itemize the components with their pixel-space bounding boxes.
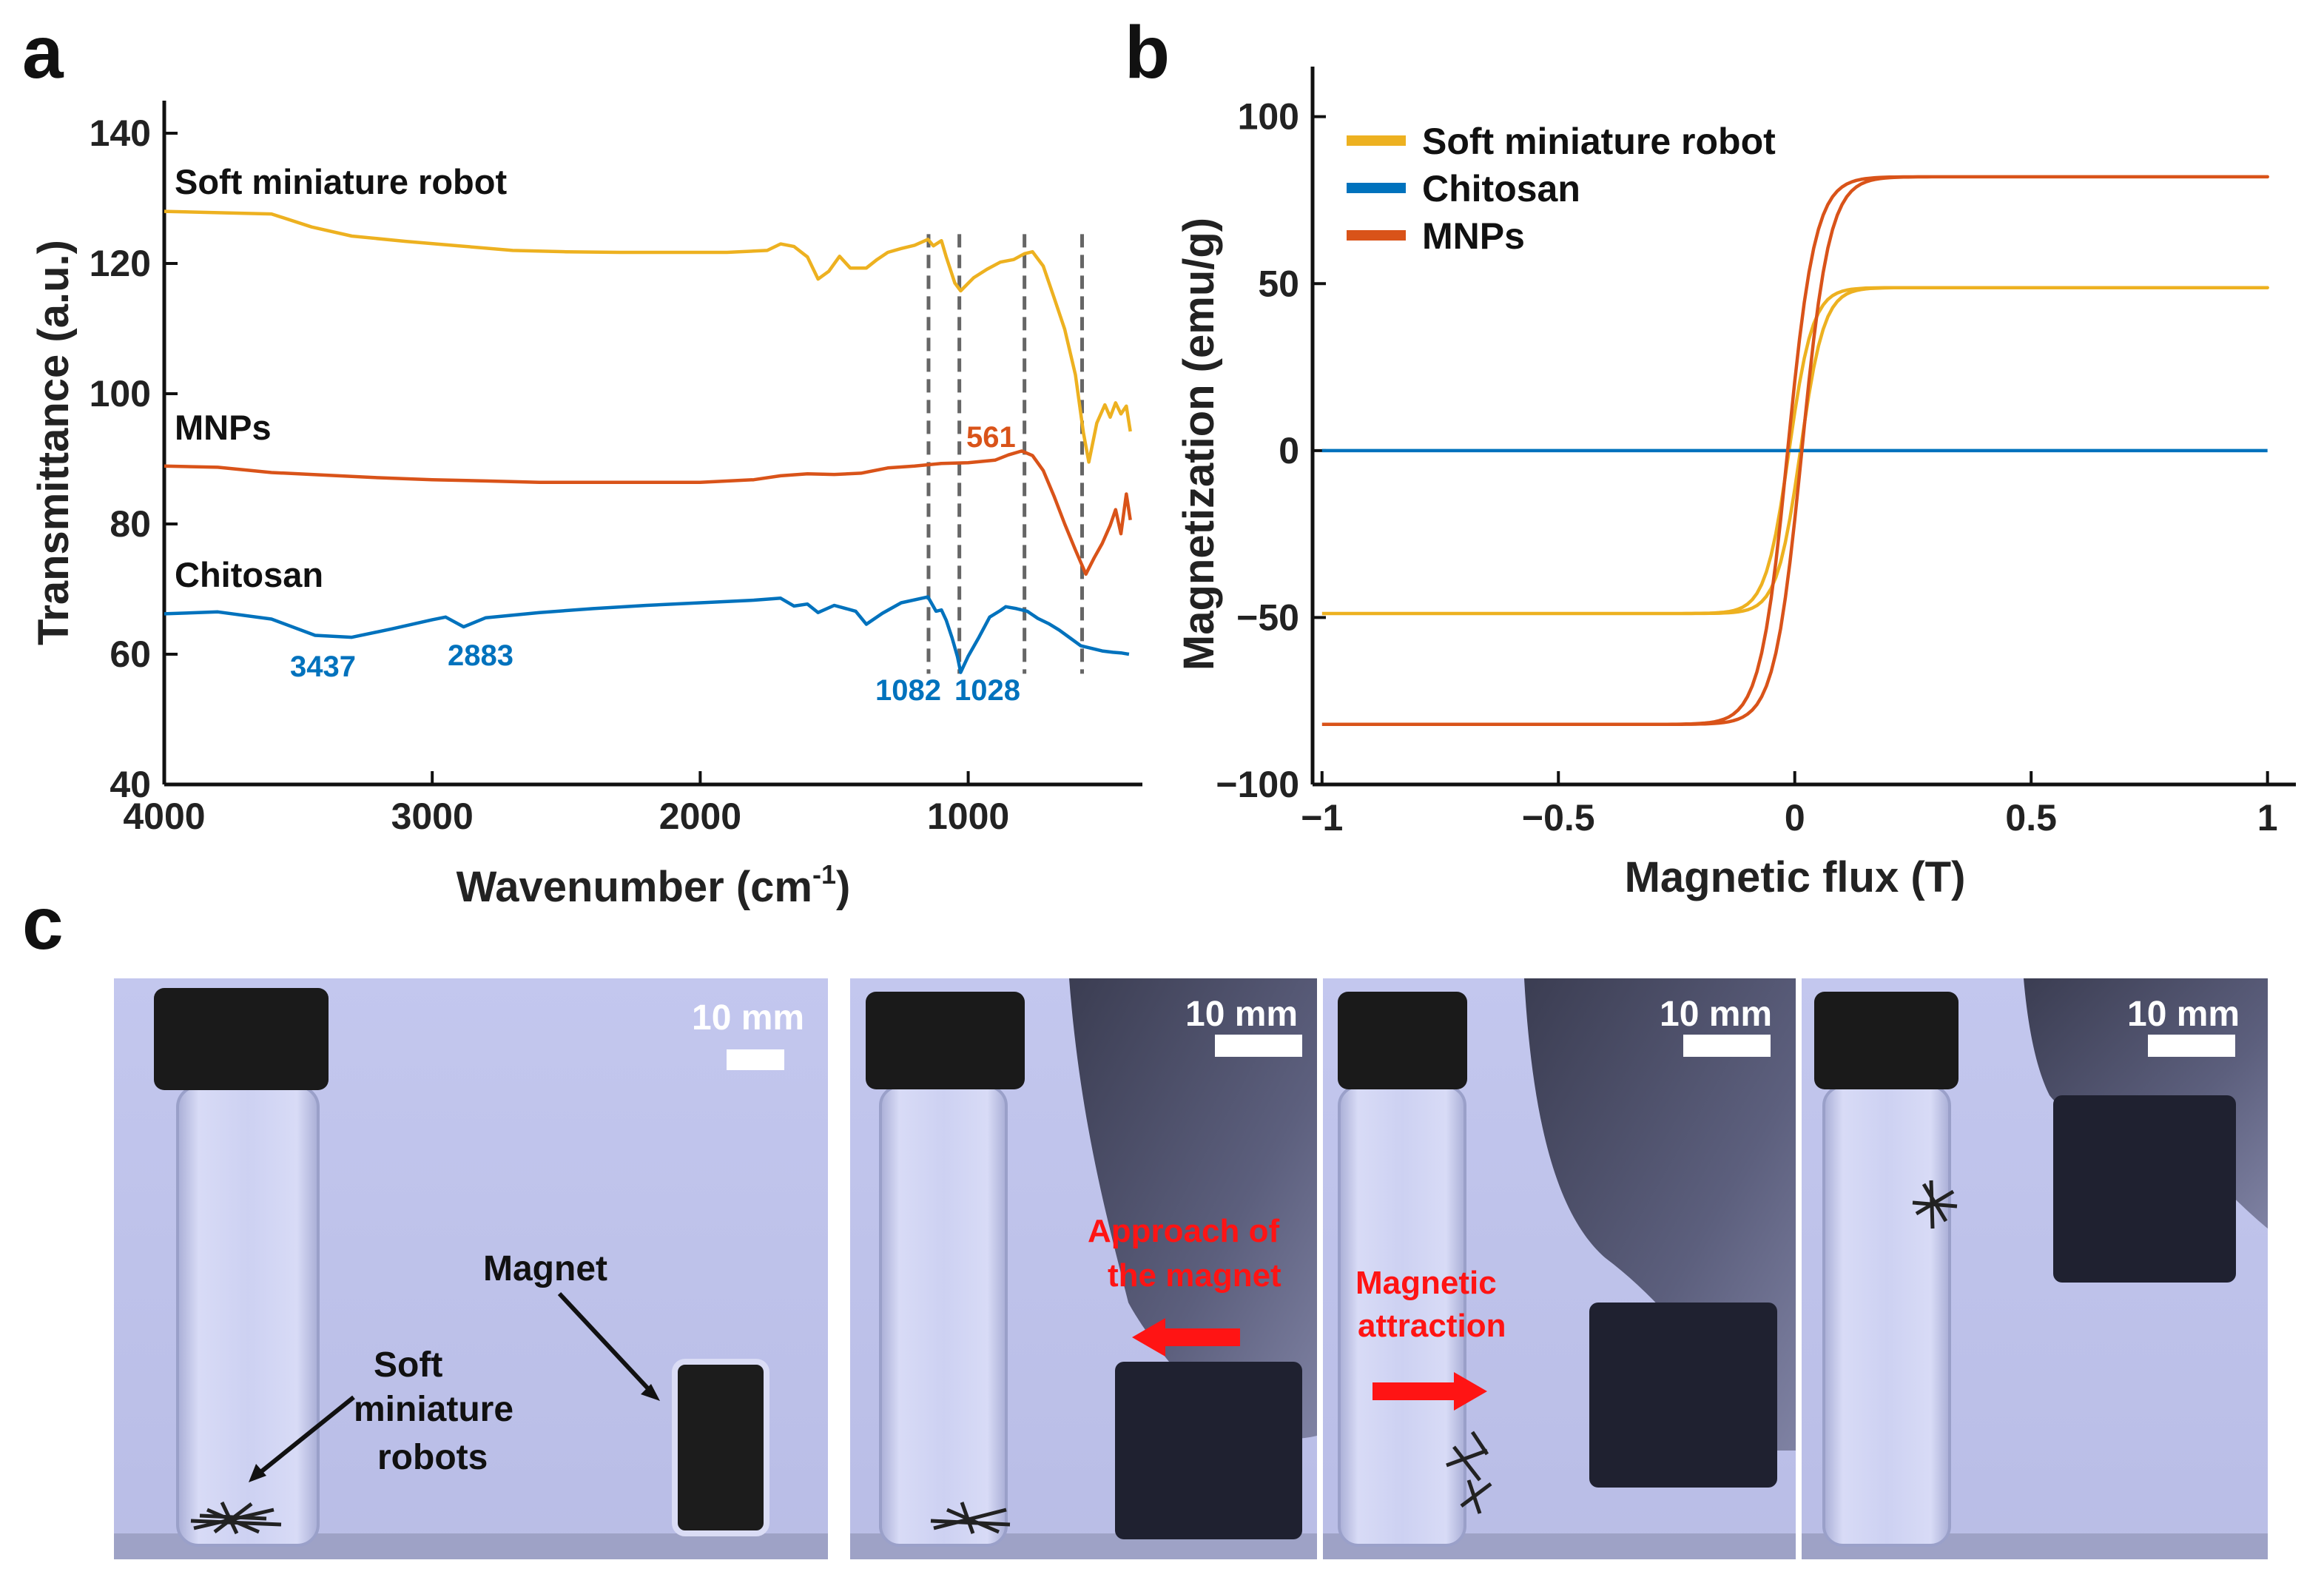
attraction-label-line-2: attraction bbox=[1358, 1308, 1506, 1344]
scale-bar-1 bbox=[727, 1049, 784, 1070]
peak-label-561: 561 bbox=[966, 421, 1016, 454]
ftir-y-tick-label: 140 bbox=[90, 112, 151, 154]
vsm-y-tick-label: 0 bbox=[1279, 430, 1299, 471]
peak-label-3437: 3437 bbox=[290, 651, 356, 683]
robots-label-line-3: robots bbox=[377, 1438, 488, 1477]
approach-arrow bbox=[1132, 1318, 1240, 1357]
panel-label-c: c bbox=[22, 882, 64, 965]
scale-bar-label-1: 10 mm bbox=[692, 998, 804, 1038]
photo-2: 10 mm Approach of the magnet bbox=[850, 978, 1317, 1559]
legend-label-chitosan: Chitosan bbox=[1422, 168, 1580, 209]
vial-cap-3 bbox=[1338, 992, 1467, 1089]
peak-label-2883: 2883 bbox=[448, 639, 513, 672]
vsm-x-tick-label: −1 bbox=[1301, 797, 1343, 838]
vsm-y-tick-label: 50 bbox=[1258, 263, 1299, 304]
vsm-chart: −1 −0.5 0 0.5 1 −100 −50 0 50 100 Soft miniature … bbox=[1175, 67, 2296, 901]
robots-label-line-2: miniature bbox=[354, 1390, 513, 1429]
ftir-series-chitosan bbox=[164, 595, 1130, 674]
ftir-y-tick-label: 60 bbox=[110, 633, 151, 675]
robots-cluster-4 bbox=[1912, 1180, 1958, 1229]
vsm-x-tick-label: 1 bbox=[2257, 797, 2278, 838]
vial-cap-2 bbox=[866, 992, 1025, 1089]
peak-label-1082: 1082 bbox=[875, 674, 941, 707]
vsm-x-tick-label: −0.5 bbox=[1522, 797, 1595, 838]
magnet-4 bbox=[2053, 1095, 2236, 1283]
ftir-x-label-main: Wavenumber (cm bbox=[457, 863, 812, 911]
vial-4 bbox=[1822, 1085, 1951, 1547]
vial-1 bbox=[176, 1085, 320, 1547]
robots-label-line-1: Soft bbox=[374, 1345, 442, 1385]
scale-bar-label-4: 10 mm bbox=[2127, 995, 2240, 1034]
ftir-y-tick-label: 120 bbox=[90, 243, 151, 284]
legend-label-mnps: MNPs bbox=[1422, 215, 1525, 257]
ftir-chart: 4000 3000 2000 1000 40 60 80 100 120 140 Soft min… bbox=[30, 101, 1142, 911]
peak-label-1028: 1028 bbox=[954, 674, 1020, 707]
series-label-robot: Soft miniature robot bbox=[175, 162, 507, 201]
ftir-x-tick-label: 2000 bbox=[659, 796, 741, 837]
robots-pointer-head bbox=[249, 1464, 266, 1482]
vial-2 bbox=[879, 1085, 1008, 1547]
vsm-y-tick-label: −100 bbox=[1216, 764, 1299, 805]
robots-pointer-line bbox=[254, 1395, 355, 1479]
ftir-x-axis-label: Wavenumber (cm-1) bbox=[457, 859, 851, 911]
vial-cap-1 bbox=[154, 988, 329, 1090]
vsm-series-soft-miniature-robot bbox=[1321, 286, 2269, 616]
ftir-y-tick-label: 100 bbox=[90, 373, 151, 414]
vsm-x-tick-label: 0 bbox=[1785, 797, 1805, 838]
scale-bar-3 bbox=[1683, 1035, 1771, 1057]
robots-cluster-3 bbox=[1446, 1431, 1492, 1514]
scale-bar-label-3: 10 mm bbox=[1660, 995, 1772, 1034]
robots-cluster-1 bbox=[190, 1501, 282, 1535]
ftir-x-label-close: ) bbox=[836, 863, 850, 911]
ftir-y-tick-label: 80 bbox=[110, 503, 151, 545]
photo-1: 10 mm Magnet Soft miniature robots bbox=[114, 978, 828, 1559]
vsm-x-tick-label: 0.5 bbox=[2005, 797, 2057, 838]
approach-label-line-1: Approach of bbox=[1088, 1213, 1279, 1249]
attraction-arrow bbox=[1372, 1372, 1487, 1411]
vsm-y-tick-label: 100 bbox=[1238, 96, 1299, 138]
vsm-x-axis-label: Magnetic flux (T) bbox=[1625, 853, 1966, 901]
vsm-y-axis-label: Magnetization (emu/g) bbox=[1175, 218, 1223, 670]
scale-bar-4 bbox=[2148, 1035, 2235, 1057]
ftir-x-label-sup: -1 bbox=[812, 859, 836, 890]
vsm-legend: Soft miniature robot Chitosan MNPs bbox=[1347, 121, 1776, 257]
photo-3: 10 mm Magnetic attraction bbox=[1323, 978, 1796, 1559]
series-label-mnps: MNPs bbox=[175, 408, 272, 447]
ftir-x-tick-label: 3000 bbox=[391, 796, 474, 837]
magnet-1 bbox=[672, 1359, 769, 1536]
robots-cluster-2 bbox=[930, 1502, 1011, 1534]
series-label-chitosan: Chitosan bbox=[175, 555, 323, 594]
photo-4: 10 mm bbox=[1802, 978, 2268, 1559]
glove-2 bbox=[1069, 978, 1317, 1439]
ftir-x-tick-label: 4000 bbox=[123, 796, 205, 837]
magnet-pointer-line bbox=[557, 1291, 656, 1397]
vsm-series-mnps bbox=[1321, 175, 2269, 727]
approach-label-line-2: the magnet bbox=[1108, 1257, 1281, 1294]
ftir-y-axis-label: Transmittance (a.u.) bbox=[30, 240, 78, 645]
legend-label-soft-miniature-robot: Soft miniature robot bbox=[1422, 121, 1776, 162]
magnet-label: Magnet bbox=[483, 1249, 607, 1288]
vial-cap-4 bbox=[1814, 992, 1958, 1089]
vsm-y-tick-label: −50 bbox=[1236, 596, 1299, 638]
ftir-series-mnps bbox=[164, 449, 1132, 577]
scale-bar-2 bbox=[1215, 1035, 1302, 1057]
magnet-2 bbox=[1115, 1362, 1302, 1539]
ftir-y-tick-label: 40 bbox=[110, 764, 151, 805]
ftir-x-tick-label: 1000 bbox=[927, 796, 1009, 837]
attraction-label-line-1: Magnetic bbox=[1355, 1265, 1497, 1301]
panel-label-b: b bbox=[1125, 11, 1170, 94]
panel-label-a: a bbox=[22, 11, 64, 94]
scale-bar-label-2: 10 mm bbox=[1185, 995, 1298, 1034]
magnet-pointer-head bbox=[641, 1384, 660, 1401]
ftir-series-soft-miniature-robot bbox=[164, 209, 1132, 464]
magnet-3 bbox=[1589, 1303, 1777, 1488]
